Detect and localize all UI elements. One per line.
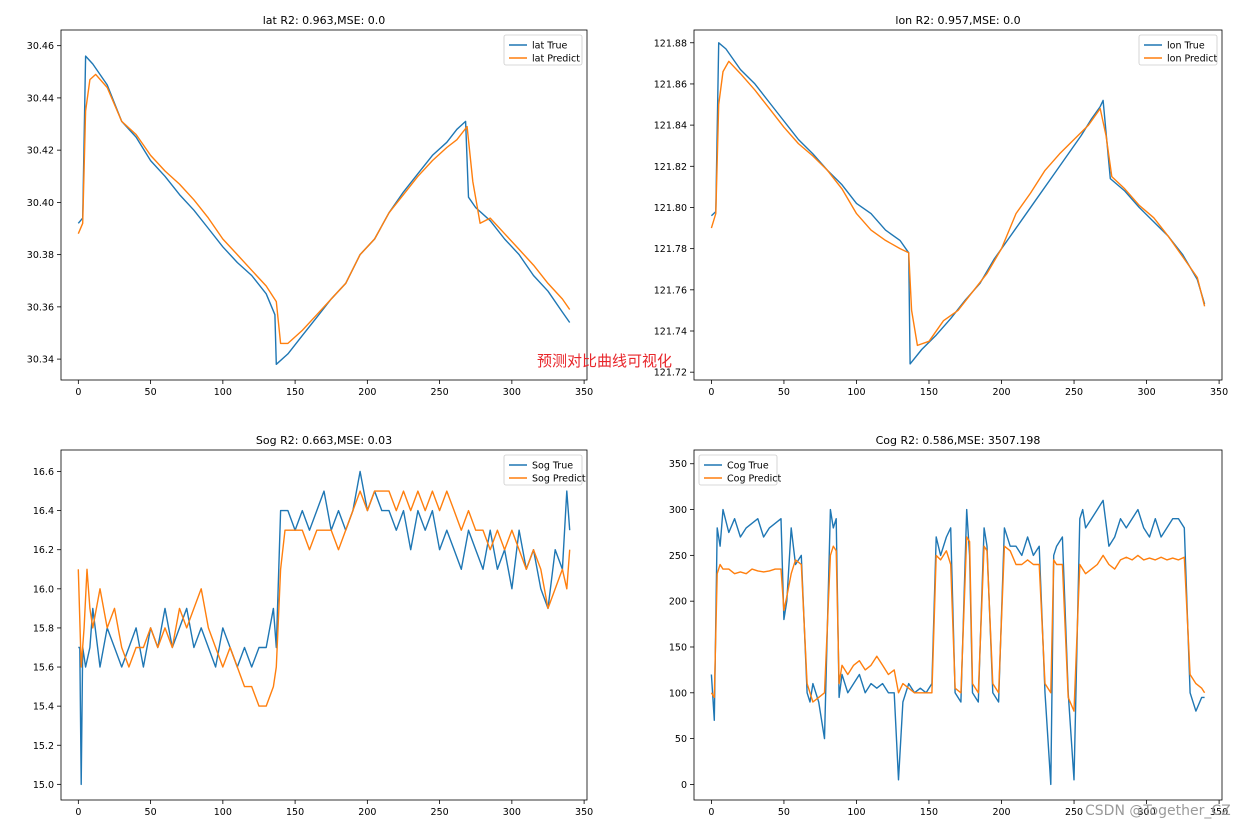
series-line-predict [77,73,571,345]
y-tick-label: 16.6 [33,467,54,478]
y-tick-label: 30.46 [27,41,54,52]
y-tick-label: 121.82 [654,162,687,173]
subplot-cog: Cog R2: 0.586,MSE: 3507.198 0 50 100 150 200 2… [669,434,1228,818]
legend-label: lat Predict [532,54,580,65]
series-line-true [77,55,571,365]
x-tick-label: 50 [778,807,790,818]
y-tick-label: 121.84 [654,121,687,132]
y-tick-label: 30.44 [27,93,54,104]
x-tick-label: 150 [920,387,938,398]
y-tick-label: 30.36 [27,302,54,313]
y-tick-label: 121.72 [654,368,687,379]
x-tick-label: 300 [503,807,521,818]
axes-frame [60,449,588,801]
y-tick-label: 121.74 [654,327,687,338]
series-line-predict [77,490,571,707]
y-tick-label: 16.4 [33,506,54,517]
y-tick-label: 150 [669,642,687,653]
x-tick-label: 150 [286,387,304,398]
x-tick-label: 0 [75,387,81,398]
y-tick-label: 15.6 [33,663,54,674]
axes-frame [693,449,1223,801]
chart-title: lon R2: 0.957,MSE: 0.0 [895,14,1020,27]
legend-label: lat True [532,41,568,52]
legend-label: Sog Predict [532,474,586,485]
x-tick-label: 150 [920,807,938,818]
series-line-true [710,42,1206,365]
x-tick-label: 300 [1138,807,1156,818]
y-tick-label: 16.0 [33,584,54,595]
series-line-predict [710,536,1206,712]
x-tick-label: 350 [1210,387,1228,398]
y-tick-label: 121.86 [654,79,687,90]
subplot-lon: lon R2: 0.957,MSE: 0.0 0 50 100 150 200 250 300… [654,14,1228,398]
x-tick-label: 0 [708,387,714,398]
x-tick-label: 250 [1065,387,1083,398]
legend-label: Sog True [532,461,573,472]
subplot-lat: lat R2: 0.963,MSE: 0.0 0 50 100 150 200 250 300… [27,14,593,398]
y-tick-label: 300 [669,505,687,516]
y-tick-label: 200 [669,597,687,608]
y-tick-label: 15.2 [33,741,54,752]
x-tick-label: 100 [214,387,232,398]
y-tick-label: 121.88 [654,38,687,49]
x-tick-label: 150 [286,807,304,818]
x-tick-label: 250 [1065,807,1083,818]
x-tick-label: 100 [847,807,865,818]
legend-label: lon Predict [1167,54,1217,65]
y-tick-label: 30.34 [27,355,54,366]
x-tick-label: 250 [431,387,449,398]
y-tick-label: 121.76 [654,285,687,296]
legend-label: Cog Predict [727,474,781,485]
x-tick-label: 300 [503,387,521,398]
y-tick-label: 121.80 [654,203,687,214]
axes-frame [693,29,1223,381]
y-tick-label: 121.78 [654,244,687,255]
x-tick-label: 300 [1138,387,1156,398]
y-tick-label: 15.8 [33,623,54,634]
axes-frame [60,29,588,381]
series-line-predict [710,60,1206,347]
watermark-text: CSDN @Together_CZ [1085,803,1231,819]
x-tick-label: 200 [358,387,376,398]
x-tick-label: 50 [778,387,790,398]
legend-label: Cog True [727,461,769,472]
x-tick-label: 350 [1210,807,1228,818]
series-line-true [710,499,1205,786]
series-line-true [78,470,571,786]
chart-title: lat R2: 0.963,MSE: 0.0 [263,14,386,27]
y-tick-label: 50 [675,734,687,745]
x-tick-label: 0 [708,807,714,818]
subplot-sog: Sog R2: 0.663,MSE: 0.03 0 50 100 150 200 250 30… [33,434,593,818]
x-tick-label: 50 [145,807,157,818]
legend-label: lon True [1167,41,1205,52]
x-tick-label: 350 [575,387,593,398]
x-tick-label: 200 [358,807,376,818]
y-tick-label: 0 [681,780,687,791]
x-tick-label: 250 [431,807,449,818]
x-tick-label: 100 [214,807,232,818]
y-tick-label: 30.42 [27,146,54,157]
y-tick-label: 100 [669,688,687,699]
x-tick-label: 0 [75,807,81,818]
x-tick-label: 50 [145,387,157,398]
y-tick-label: 16.2 [33,545,54,556]
x-tick-label: 200 [992,807,1010,818]
y-tick-label: 250 [669,551,687,562]
figure-caption: 预测对比曲线可视化 [537,352,673,370]
y-tick-label: 30.38 [27,250,54,261]
y-tick-label: 30.40 [27,198,54,209]
x-tick-label: 200 [992,387,1010,398]
chart-title: Sog R2: 0.663,MSE: 0.03 [256,434,392,447]
x-tick-label: 100 [847,387,865,398]
x-tick-label: 350 [575,807,593,818]
y-tick-label: 15.4 [33,702,54,713]
y-tick-label: 15.0 [33,780,54,791]
y-tick-label: 350 [669,459,687,470]
chart-title: Cog R2: 0.586,MSE: 3507.198 [876,434,1041,447]
